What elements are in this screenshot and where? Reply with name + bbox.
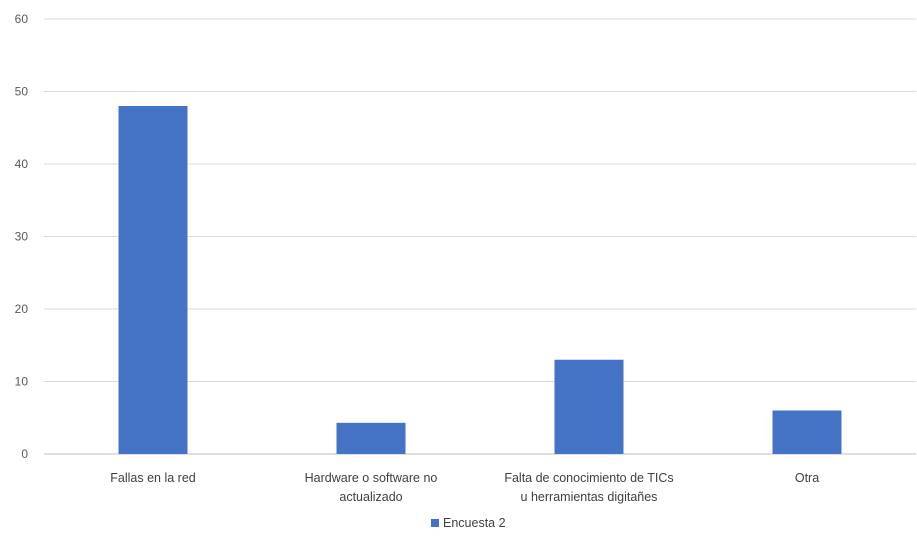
y-tick-label: 20 (15, 302, 29, 316)
x-tick-label: actualizado (339, 490, 402, 504)
legend-swatch (431, 519, 439, 527)
x-tick-label: Otra (795, 471, 819, 485)
y-tick-label: 10 (15, 375, 29, 389)
x-tick-label: Falta de conocimiento de TICs (504, 471, 673, 485)
bar[interactable] (118, 106, 188, 454)
y-tick-label: 50 (15, 85, 29, 99)
legend-label: Encuesta 2 (443, 516, 506, 530)
y-tick-label: 40 (15, 157, 29, 171)
y-tick-label: 30 (15, 230, 29, 244)
x-tick-label: u herramientas digitañes (521, 490, 658, 504)
y-tick-label: 0 (21, 447, 28, 461)
bar[interactable] (336, 422, 406, 454)
bar[interactable] (554, 359, 624, 454)
bar[interactable] (772, 410, 842, 455)
x-tick-label: Hardware o software no (305, 471, 438, 485)
y-tick-label: 60 (15, 12, 29, 26)
x-tick-label: Fallas en la red (110, 471, 196, 485)
